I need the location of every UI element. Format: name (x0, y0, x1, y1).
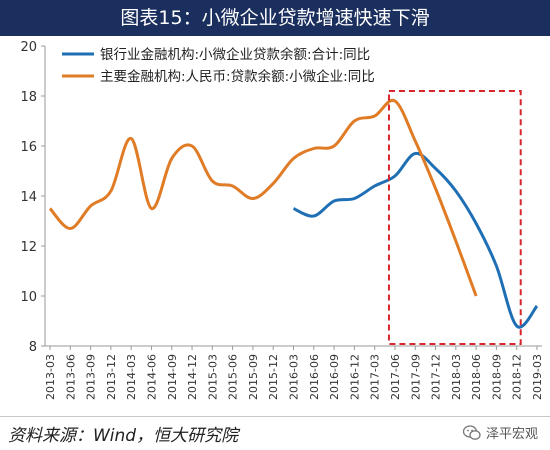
x-tick-label: 2015-12 (267, 354, 280, 400)
y-tick-label: 16 (20, 140, 37, 155)
x-tick-label: 2013-09 (85, 354, 98, 400)
x-tick-label: 2018-06 (470, 354, 483, 400)
y-tick-label: 14 (20, 190, 37, 205)
x-tick-label: 2015-03 (206, 354, 219, 400)
x-tick-label: 2017-09 (409, 354, 422, 400)
source-note: 资料来源：Wind，恒大研究院 (8, 426, 239, 446)
y-tick-label: 20 (20, 40, 37, 55)
x-tick-label: 2014-12 (186, 354, 199, 400)
x-tick-label: 2019-03 (531, 354, 544, 400)
x-tick-label: 2018-12 (511, 354, 524, 400)
series-line-banking (292, 151, 539, 329)
x-tick-label: 2016-12 (348, 354, 361, 400)
x-tick-label: 2014-09 (166, 354, 179, 400)
y-tick-label: 8 (29, 340, 37, 355)
series-line-major-institutions (48, 98, 478, 297)
x-tick-label: 2018-03 (450, 354, 463, 400)
highlight-box (387, 90, 522, 345)
watermark-text: 泽平宏观 (485, 427, 538, 442)
chart-title: 图表15：小微企业贷款增速快速下滑 (120, 7, 430, 29)
legend-label: 银行业金融机构:小微企业贷款余额:合计:同比 (100, 46, 370, 63)
x-tick-label: 2016-03 (288, 354, 301, 400)
x-tick-label: 2013-06 (64, 354, 77, 400)
line-chart: 8 10 12 14 16 18 20 2013-03 2013-06 2013-09 2013-1… (20, 40, 544, 400)
y-tick-label: 10 (20, 290, 37, 305)
source-divider (0, 416, 550, 417)
watermark: 泽平宏观 (462, 423, 538, 442)
wechat-icon (462, 424, 481, 440)
x-tick-label: 2016-06 (308, 354, 321, 400)
y-tick-label: 12 (20, 240, 37, 255)
x-tick-label: 2013-03 (44, 354, 57, 400)
title-bar (0, 0, 550, 36)
x-tick-label: 2017-06 (389, 354, 402, 400)
x-tick-label: 2018-09 (490, 354, 503, 400)
x-tick-label: 2013-12 (105, 354, 118, 400)
x-tick-label: 2015-09 (247, 354, 260, 400)
legend-label: 主要金融机构:人民币:贷款余额:小微企业:同比 (100, 68, 375, 85)
x-tick-label: 2015-06 (227, 354, 240, 400)
x-tick-label: 2016-09 (328, 354, 341, 400)
x-tick-label: 2017-03 (369, 354, 382, 400)
x-tick-label: 2017-12 (430, 354, 443, 400)
y-tick-label: 18 (20, 90, 37, 105)
x-tick-label: 2014-06 (145, 354, 158, 400)
x-tick-label: 2014-03 (125, 354, 138, 400)
